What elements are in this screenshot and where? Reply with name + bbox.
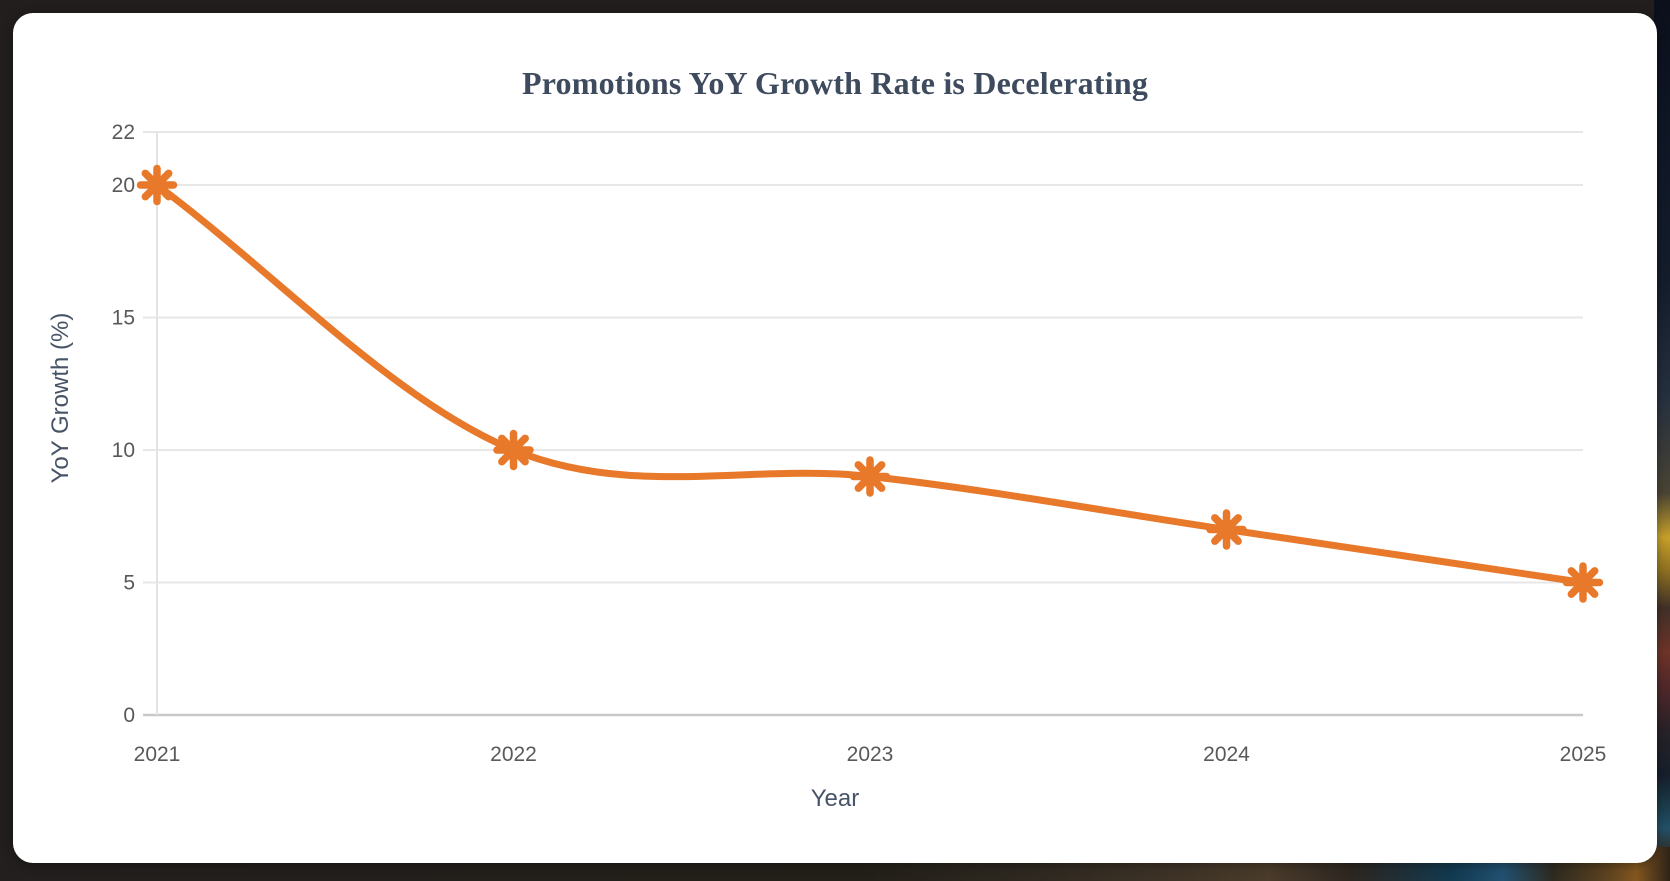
x-axis-title: Year	[810, 785, 860, 812]
y-tick-label: 20	[112, 174, 135, 197]
y-tick-label: 5	[123, 572, 135, 595]
chart-card: Promotions YoY Growth Rate is Decelerati…	[13, 13, 1657, 863]
marker-arm	[141, 169, 173, 201]
marker-arm	[498, 434, 529, 466]
y-tick-label: 22	[112, 121, 135, 144]
y-tick-label: 10	[112, 439, 135, 462]
data-point-marker	[1562, 562, 1604, 603]
y-tick-label: 15	[112, 307, 135, 330]
data-point-marker	[1206, 509, 1247, 550]
y-tick-label: 0	[123, 704, 135, 727]
data-line	[153, 181, 1587, 586]
data-point-marker	[849, 456, 891, 497]
x-tick-label: 2021	[134, 743, 181, 766]
chart-title: Promotions YoY Growth Rate is Decelerati…	[521, 65, 1149, 101]
x-tick-label: 2023	[847, 743, 894, 766]
data-point-marker	[136, 164, 178, 206]
marker-arm	[1211, 514, 1242, 545]
background-photo-right-edge	[1654, 0, 1670, 881]
x-tick-label: 2022	[490, 743, 537, 766]
x-tick-label: 2025	[1560, 743, 1607, 766]
x-tick-label: 2024	[1203, 743, 1250, 766]
marker-arm	[1567, 567, 1599, 598]
marker-arm	[854, 461, 886, 492]
data-point-marker	[493, 429, 534, 471]
